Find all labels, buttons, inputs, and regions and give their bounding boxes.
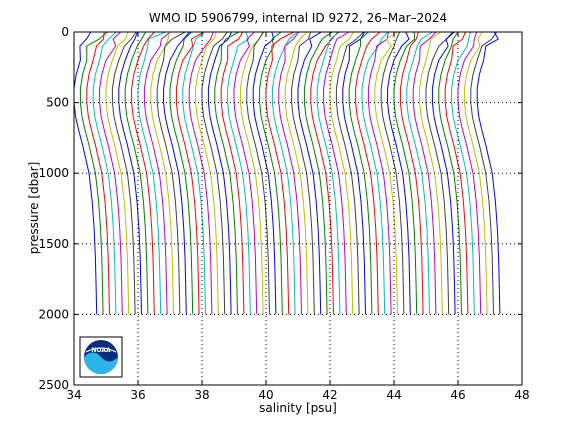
grid-lines <box>74 32 522 385</box>
plot-area: NOAA <box>73 31 523 386</box>
profile-line-38 <box>310 31 339 315</box>
profile-line-29 <box>252 31 277 315</box>
plot-frame <box>73 31 523 386</box>
profile-line-36 <box>297 31 322 315</box>
profile-line-8 <box>118 31 142 315</box>
profile-line-2 <box>79 31 108 315</box>
noaa-logo: NOAA <box>79 336 123 378</box>
profile-line-11 <box>137 31 166 315</box>
x-tick-label-0: 34 <box>66 388 81 402</box>
y-tick-labels: 0 500 1000 1500 2000 2500 <box>38 25 69 392</box>
profile-line-57 <box>431 31 456 315</box>
profile-line-17 <box>175 31 204 315</box>
profile-line-47 <box>367 31 392 315</box>
y-tick-label-2: 1000 <box>38 166 69 180</box>
profile-line-37 <box>303 31 333 315</box>
profile-line-42 <box>335 31 365 315</box>
profile-line-43 <box>342 31 366 315</box>
profile-line-52 <box>399 31 424 315</box>
x-tick-label-4: 42 <box>322 388 337 402</box>
profile-line-60 <box>451 31 475 315</box>
profile-line-28 <box>246 31 270 315</box>
profile-line-56 <box>425 31 453 315</box>
profile-line-63 <box>470 31 498 315</box>
profile-line-19 <box>188 31 214 315</box>
profile-line-30 <box>259 31 283 315</box>
profile-line-51 <box>393 31 418 315</box>
x-tick-label-7: 48 <box>514 388 529 402</box>
y-tick-label-0: 0 <box>61 25 69 39</box>
profile-line-55 <box>419 31 443 315</box>
profile-line-48 <box>374 31 398 315</box>
profile-line-62 <box>463 31 488 315</box>
profile-line-50 <box>387 31 411 315</box>
profile-line-14 <box>156 31 186 315</box>
y-tick-label-5: 2500 <box>38 378 69 392</box>
profile-line-31 <box>265 31 295 315</box>
profile-line-5 <box>99 31 123 315</box>
y-tick-label-1: 500 <box>46 96 69 110</box>
profile-line-22 <box>207 31 232 315</box>
profile-line-6 <box>105 31 130 315</box>
logo-wave-shape <box>84 352 118 374</box>
x-axis-label: salinity [psu] <box>259 401 337 415</box>
profile-line-20 <box>195 31 219 315</box>
x-tick-label-3: 40 <box>258 388 273 402</box>
profile-line-26 <box>233 31 258 315</box>
profile-line-3 <box>86 31 110 315</box>
chart-title: WMO ID 5906799, internal ID 9272, 26–Mar… <box>149 11 447 25</box>
profile-line-39 <box>316 31 341 315</box>
x-tick-label-2: 38 <box>194 388 209 402</box>
profile-line-54 <box>412 31 437 315</box>
x-tick-label-5: 44 <box>386 388 401 402</box>
profile-line-64 <box>476 31 501 315</box>
profile-lines <box>73 31 501 315</box>
profile-line-35 <box>291 31 315 315</box>
profile-line-53 <box>406 31 433 315</box>
profile-line-32 <box>271 31 298 315</box>
profile-line-27 <box>239 31 264 315</box>
profile-line-1 <box>73 31 98 315</box>
profile-line-9 <box>124 31 149 315</box>
y-tick-label-4: 2000 <box>38 307 69 321</box>
profile-line-33 <box>278 31 302 315</box>
profile-line-4 <box>92 31 117 315</box>
logo-text: NOAA <box>91 347 111 354</box>
profile-line-24 <box>220 31 245 315</box>
profile-line-23 <box>214 31 240 315</box>
profile-line-59 <box>444 31 469 315</box>
profile-line-16 <box>169 31 194 315</box>
profile-line-21 <box>201 31 228 315</box>
logo-bird-shape <box>85 347 117 353</box>
profile-line-10 <box>131 31 155 315</box>
profile-line-40 <box>323 31 350 315</box>
profile-line-15 <box>163 31 190 315</box>
profile-line-44 <box>348 31 373 315</box>
profile-line-7 <box>111 31 137 315</box>
profile-line-61 <box>457 31 482 315</box>
profile-line-41 <box>329 31 354 315</box>
x-tick-label-6: 46 <box>450 388 465 402</box>
profile-line-18 <box>182 31 206 315</box>
profile-line-45 <box>355 31 381 315</box>
x-tick-labels: 34 36 38 40 42 44 46 48 <box>66 388 529 402</box>
y-axis-label: pressure [dbar] <box>27 162 41 255</box>
y-tick-label-3: 1500 <box>38 237 69 251</box>
profile-line-58 <box>438 31 462 315</box>
profile-line-25 <box>227 31 251 315</box>
axis-ticks <box>73 31 523 386</box>
profile-line-12 <box>143 31 171 315</box>
x-tick-label-1: 36 <box>130 388 145 402</box>
profile-line-46 <box>361 31 389 315</box>
profile-line-34 <box>284 31 309 315</box>
profile-line-49 <box>380 31 405 315</box>
profile-line-13 <box>150 31 174 315</box>
